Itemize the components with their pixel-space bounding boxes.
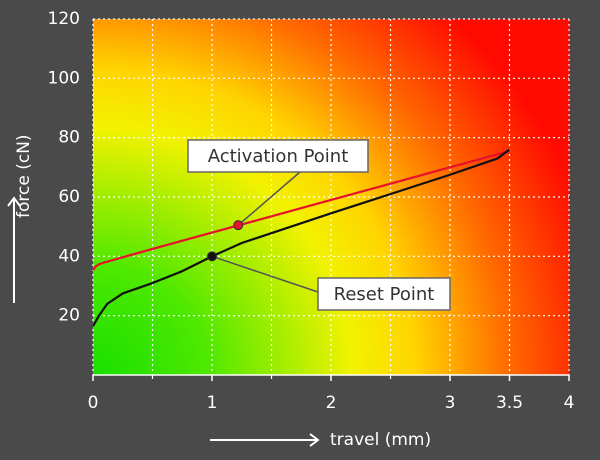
leader-line [237, 171, 301, 226]
y-tick-label: 120 [48, 9, 80, 29]
x-tick-label: 0 [88, 393, 99, 413]
annotation-box [187, 139, 369, 173]
y-axis-arrow [7, 196, 21, 303]
annotation-point [207, 251, 217, 262]
x-tick-label: 3.5 [496, 393, 523, 413]
leader-line [211, 255, 319, 293]
y-tick-label: 40 [58, 246, 80, 266]
y-tick-label: 100 [48, 68, 80, 88]
annotation-point [233, 220, 244, 231]
x-tick-label: 2 [326, 393, 337, 413]
x-axis-arrow [210, 433, 320, 447]
x-tick-label: 1 [207, 393, 218, 413]
annotation-label: Reset Point [334, 284, 435, 305]
x-axis-title: travel (mm) [330, 430, 431, 450]
series-line [92, 148, 511, 327]
x-tick-label: 4 [564, 393, 575, 413]
annotation-label: Activation Point [208, 146, 349, 167]
series-line [92, 149, 510, 271]
y-tick-label: 80 [58, 128, 80, 148]
annotation-box [317, 277, 451, 311]
y-tick-label: 20 [58, 306, 80, 326]
y-axis-title: force (cN) [14, 134, 34, 218]
x-tick-label: 3 [445, 393, 456, 413]
y-tick-label: 60 [58, 187, 80, 207]
